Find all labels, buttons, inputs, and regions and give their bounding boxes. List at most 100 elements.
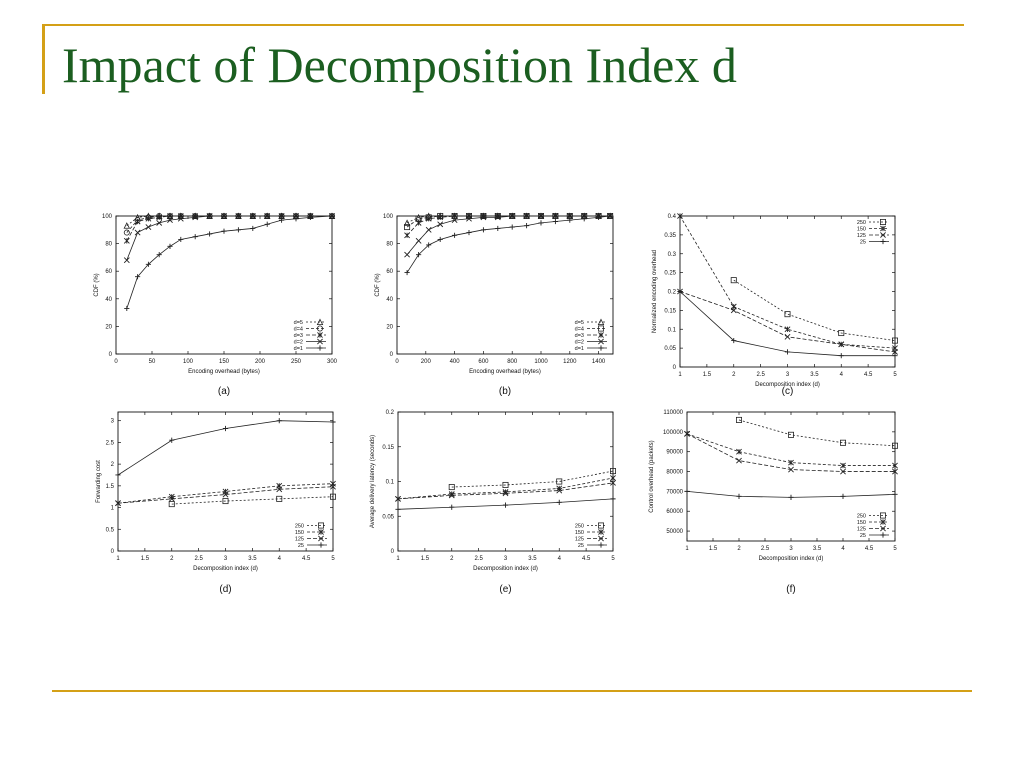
data-point (222, 498, 229, 505)
data-point (221, 213, 227, 219)
legend-label: 125 (857, 527, 866, 533)
x-tick-label: 3 (224, 556, 228, 562)
data-point (437, 214, 444, 221)
y-tick-label: 0.35 (664, 233, 676, 239)
data-point (221, 228, 227, 234)
data-point (480, 214, 487, 221)
data-point (279, 217, 285, 223)
data-point (452, 232, 458, 238)
y-tick-label: 0.1 (668, 327, 677, 333)
data-point (466, 213, 472, 219)
y-axis-label: Average delivery latency (seconds) (370, 435, 376, 528)
y-tick-label: 0.1 (386, 480, 395, 486)
series-d=2 (123, 213, 335, 264)
data-point (451, 217, 458, 224)
y-tick-label: 0.2 (668, 290, 677, 296)
x-tick-label: 250 (291, 359, 302, 365)
legend-marker (317, 338, 323, 345)
x-tick-label: 5 (893, 546, 897, 552)
legend-marker (880, 512, 887, 519)
data-point (168, 495, 175, 502)
chart-panel-e: 1 1.5 2 2.5 3 3.5 4 4.5 5 0 0.05 0.1 0.15 0.2 Decompos… (370, 410, 617, 595)
legend-marker (598, 535, 604, 542)
data-point (123, 222, 131, 229)
data-point (437, 221, 444, 228)
legend-label: d=3 (575, 333, 584, 339)
series-line (406, 215, 611, 255)
x-tick-label: 1400 (592, 359, 606, 365)
series-line (733, 279, 896, 341)
data-point (168, 501, 175, 508)
series-d=1 (404, 213, 613, 276)
x-tick-label: 2.5 (761, 546, 770, 552)
data-point (330, 419, 336, 425)
data-point (502, 490, 509, 497)
series-125 (677, 288, 898, 355)
data-point (264, 213, 271, 219)
data-point (892, 337, 899, 344)
data-point (449, 504, 455, 510)
data-point (480, 227, 486, 233)
data-point (684, 488, 690, 494)
y-tick-label: 0.2 (386, 410, 395, 416)
legend-label: d=5 (575, 320, 584, 326)
data-point (134, 218, 141, 225)
panel-label: (b) (499, 386, 511, 397)
data-point (840, 462, 846, 469)
data-point (415, 237, 422, 244)
x-tick-label: 800 (507, 359, 518, 365)
data-point (840, 439, 847, 446)
data-point (192, 214, 199, 221)
x-tick-label: 1 (685, 546, 689, 552)
chart-panel-d: 1 1.5 2 2.5 3 3.5 4 4.5 5 0 0.5 1 1.5 2 2.5 3 Decomposit… (96, 411, 336, 595)
legend: d=5d=4d=3d=2d=1 (575, 318, 607, 352)
y-tick-label: 100000 (663, 430, 684, 436)
data-point (135, 274, 141, 280)
data-point (404, 232, 410, 239)
data-point (788, 494, 794, 500)
data-point (123, 237, 130, 244)
x-tick-label: 50 (149, 359, 156, 365)
data-point (448, 484, 455, 491)
data-point (425, 215, 432, 222)
x-tick-label: 5 (611, 556, 615, 562)
data-point (123, 229, 130, 236)
legend-label: d=2 (575, 340, 584, 346)
data-point (607, 213, 613, 219)
panel-label: (d) (219, 584, 231, 595)
data-point (250, 225, 256, 232)
data-point (730, 307, 737, 314)
data-point (731, 337, 737, 344)
series-line (679, 291, 896, 353)
data-point (566, 213, 573, 219)
data-point (736, 493, 742, 499)
series-d=2 (404, 213, 614, 258)
series-line (171, 496, 334, 505)
y-tick-label: 40 (105, 297, 112, 303)
y-tick-label: 2.5 (106, 440, 115, 446)
x-tick-label: 4.5 (865, 546, 874, 552)
data-point (538, 213, 544, 219)
x-tick-label: 5 (893, 372, 897, 378)
chart-panel-a: 0 50 100 150 200 250 300 0 20 40 60 80 100 Encoding o… (94, 212, 338, 397)
data-point (169, 437, 175, 443)
data-point (784, 349, 791, 355)
data-point (892, 462, 898, 469)
data-point (838, 330, 845, 337)
x-tick-label: 3 (789, 546, 793, 552)
y-axis-label: Normalized encoding overhead (652, 250, 658, 333)
series-line (406, 215, 611, 224)
data-point (788, 431, 795, 438)
x-tick-label: 4.5 (864, 372, 873, 378)
data-point (840, 468, 846, 475)
y-tick-label: 20 (105, 324, 112, 330)
data-point (426, 242, 432, 248)
legend-label: d=1 (575, 346, 584, 352)
data-point (276, 418, 282, 424)
legend-marker (598, 338, 604, 345)
x-tick-label: 400 (450, 359, 461, 365)
data-point (307, 214, 313, 220)
data-point (293, 216, 299, 222)
